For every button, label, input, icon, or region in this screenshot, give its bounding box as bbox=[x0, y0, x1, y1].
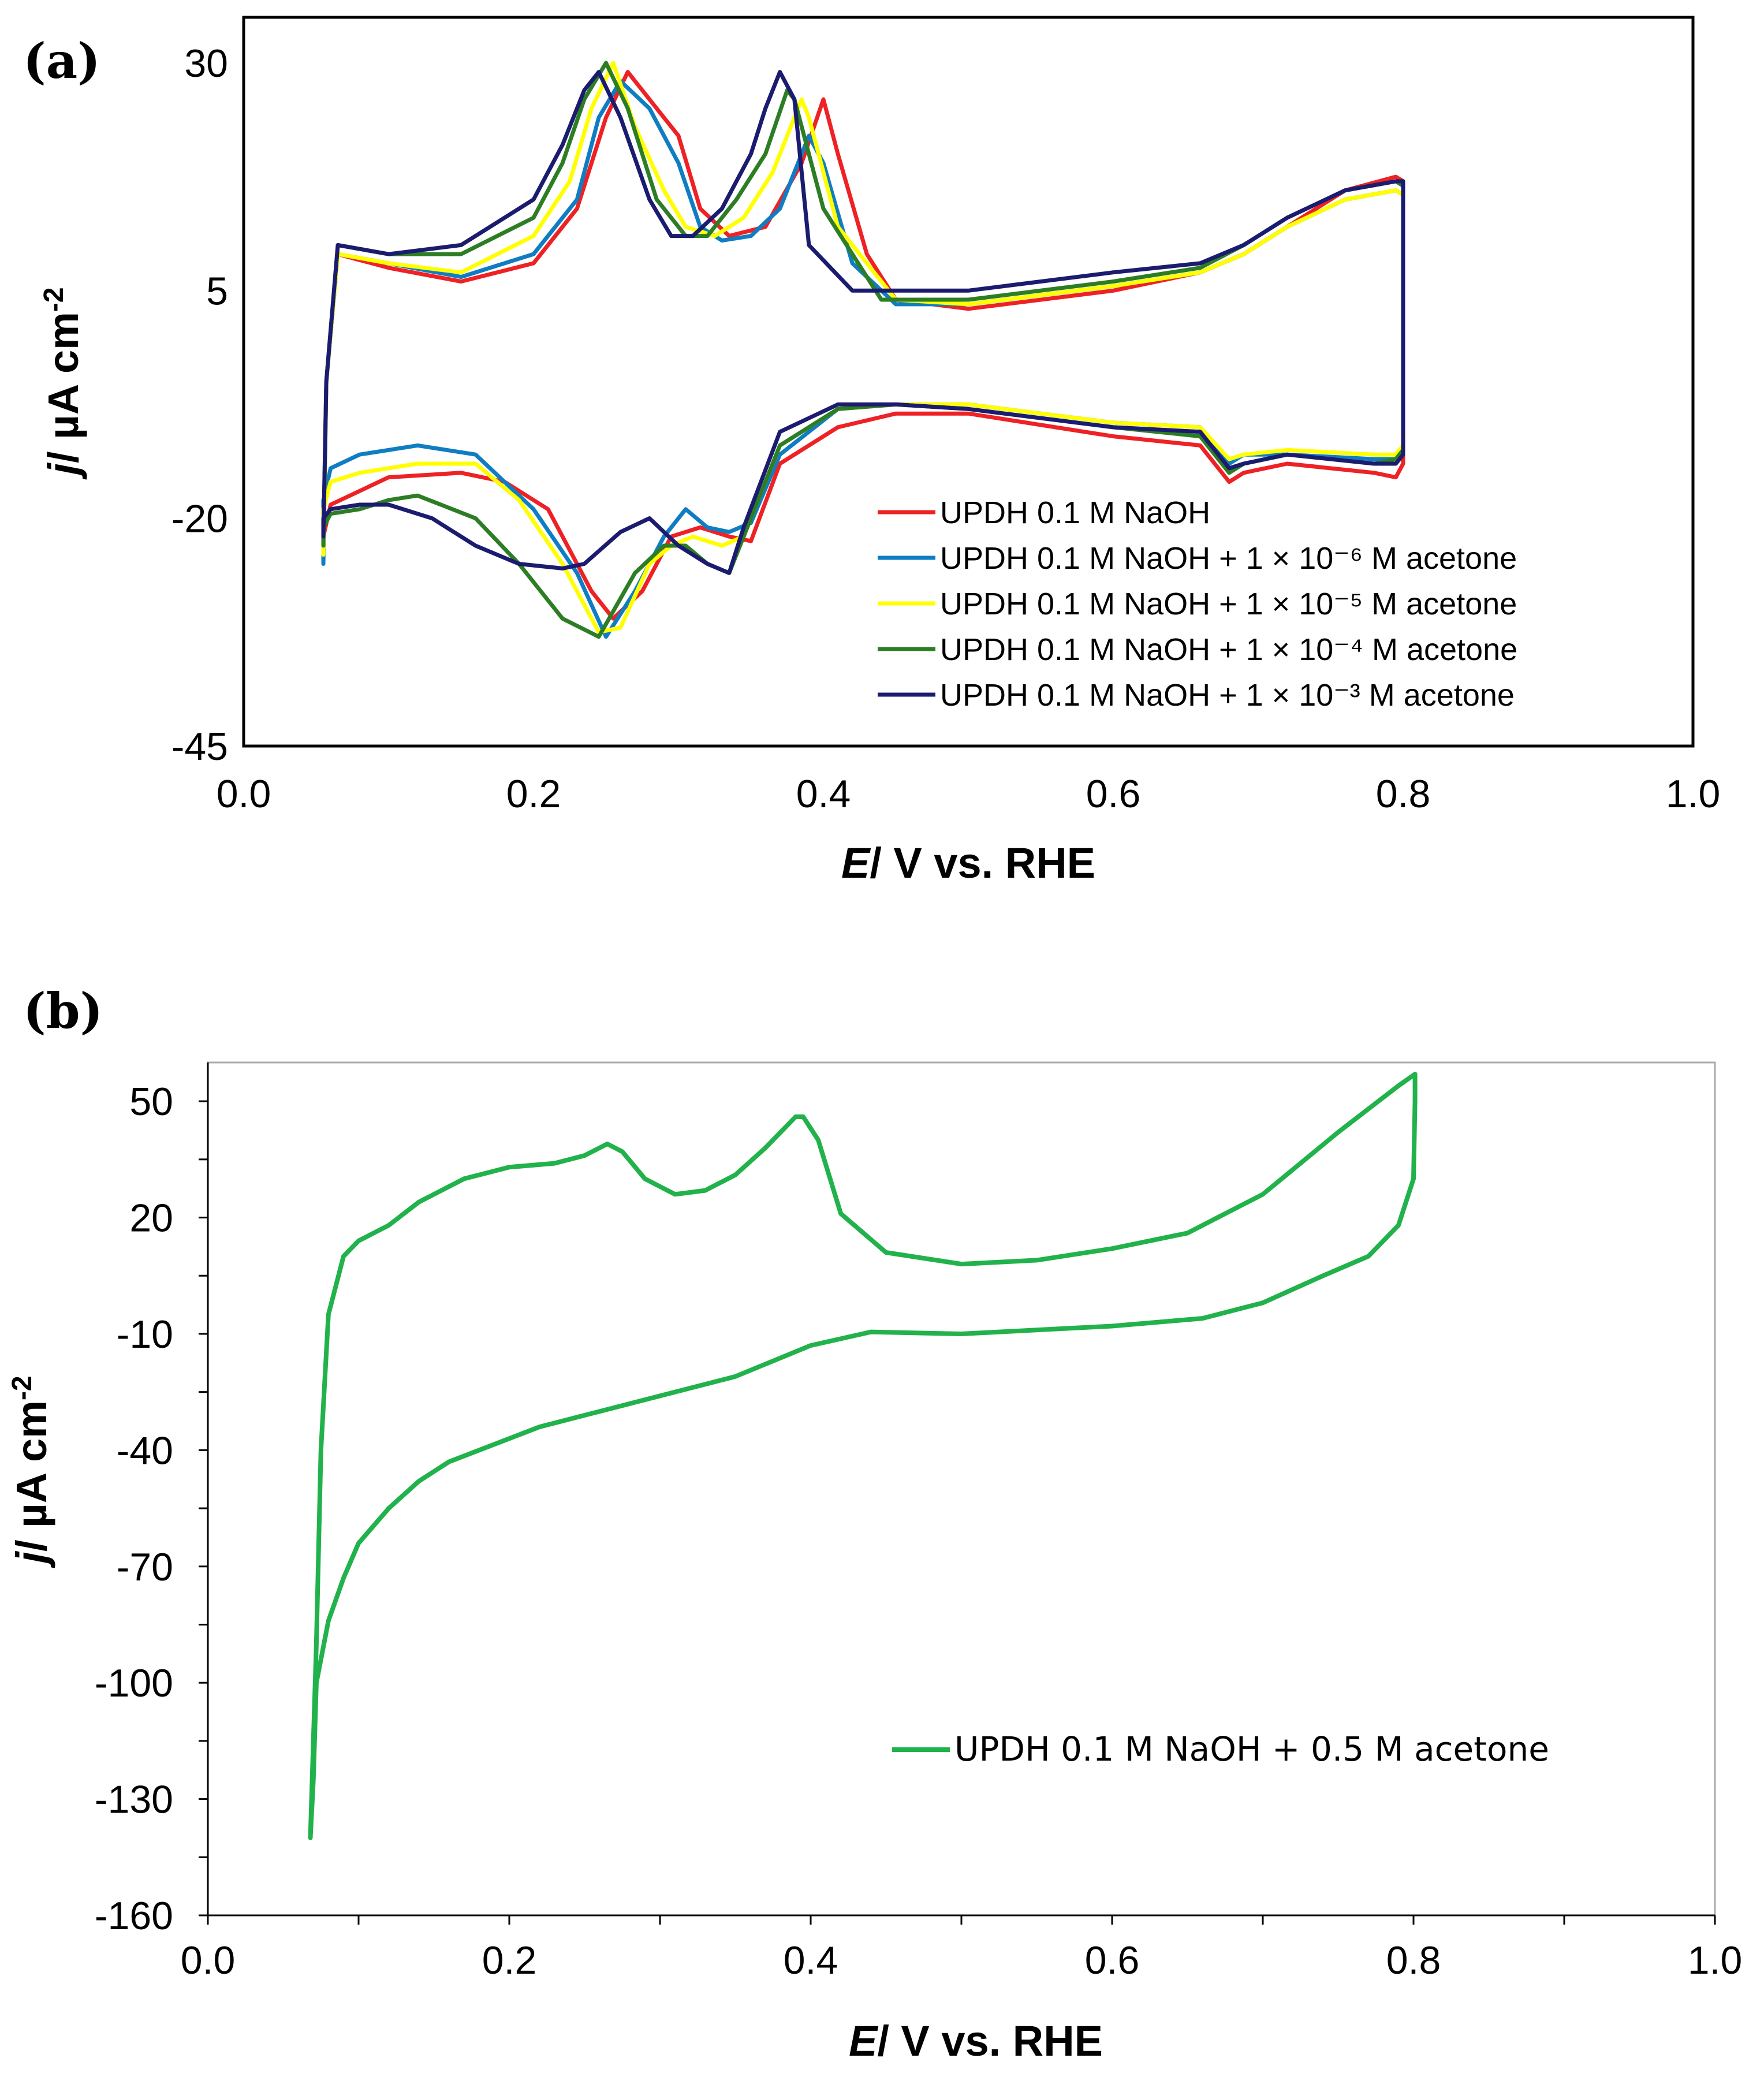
panel-b-series-line-1 bbox=[308, 1072, 1418, 1840]
panel-a-series-lines bbox=[321, 61, 1405, 639]
panel-a-legend-label-5: UPDH 0.1 M NaOH + 1 × 10⁻³ M acetone bbox=[940, 678, 1515, 713]
panel-a-legend-label-3: UPDH 0.1 M NaOH + 1 × 10⁻⁵ M acetone bbox=[940, 587, 1517, 621]
panel-a: (a) 0.0 0.2 0.4 0.6 0.8 1.0 30 5 -20 -45 E/ V vs.… bbox=[23, 16, 1721, 887]
panel-a-y-tick-label: -20 bbox=[171, 497, 228, 541]
panel-b-y-axis-sup: -2 bbox=[7, 1375, 38, 1400]
panel-a-legend-label-2: UPDH 0.1 M NaOH + 1 × 10⁻⁶ M acetone bbox=[940, 541, 1517, 576]
panel-b-x-tick-label: 0.2 bbox=[482, 1938, 537, 1982]
panel-b-y-tick-label: -70 bbox=[117, 1545, 173, 1589]
panel-a-x-tick-label: 0.8 bbox=[1376, 772, 1431, 816]
panel-b-ticks: 0.0 0.2 0.4 0.6 0.8 1.0 50 20 -10 -40 -70 -100 -130 -… bbox=[95, 1062, 1742, 1982]
panel-a-y-tick-label: -45 bbox=[171, 725, 228, 769]
panel-a-label: (a) bbox=[23, 32, 100, 90]
panel-a-y-axis-title: j/ µA cm-2 bbox=[39, 287, 88, 479]
panel-a-plot-frame bbox=[242, 16, 1695, 748]
panel-a-x-axis-unit: / V vs. RHE bbox=[870, 839, 1095, 887]
panel-a-x-tick-label: 0.6 bbox=[1086, 772, 1141, 816]
panel-a-x-tick-label: 1.0 bbox=[1666, 772, 1721, 816]
panel-b-label: (b) bbox=[23, 982, 103, 1039]
panel-a-y-tick-label: 30 bbox=[184, 42, 228, 85]
panel-b-y-axis-title: j/ µA cm-2 bbox=[7, 1375, 56, 1568]
panel-a-legend: UPDH 0.1 M NaOH UPDH 0.1 M NaOH + 1 × 10⁻… bbox=[878, 495, 1517, 713]
panel-a-y-tick-label: 5 bbox=[206, 269, 228, 313]
panel-a-x-tick-label: 0.0 bbox=[217, 772, 271, 816]
panel-a-x-axis-symbol: E bbox=[841, 839, 871, 887]
panel-b-x-tick-label: 0.4 bbox=[784, 1938, 838, 1982]
panel-b-y-tick-label: -40 bbox=[117, 1429, 173, 1472]
panel-a-series-line-5 bbox=[321, 70, 1405, 575]
panel-b-y-tick-label: -100 bbox=[95, 1661, 173, 1705]
panel-b-x-tick-label: 1.0 bbox=[1688, 1938, 1743, 1982]
panel-b-y-axis-unit: / µA cm bbox=[8, 1400, 55, 1552]
panel-b-x-axis-title: E/ V vs. RHE bbox=[849, 2017, 1103, 2065]
panel-a-legend-label-1: UPDH 0.1 M NaOH bbox=[940, 495, 1210, 530]
panel-b-x-tick-label: 0.6 bbox=[1085, 1938, 1140, 1982]
panel-b-y-tick-label: -130 bbox=[95, 1778, 173, 1822]
panel-b-series-lines bbox=[308, 1072, 1418, 1840]
panel-b-y-tick-label: 50 bbox=[129, 1080, 173, 1124]
panel-b-legend: UPDH 0.1 M NaOH + 0.5 M acetone bbox=[892, 1729, 1549, 1769]
panel-a-y-axis-unit: / µA cm bbox=[39, 312, 87, 463]
panel-a-x-tick-label: 0.4 bbox=[796, 772, 851, 816]
panel-b: (b) 0.0 0.2 0.4 0.6 0.8 1.0 50 20 -10 -40 -70 -100 -… bbox=[7, 982, 1743, 2065]
panel-a-x-tick-label: 0.2 bbox=[506, 772, 561, 816]
panel-b-y-tick-label: -160 bbox=[95, 1894, 173, 1938]
panel-b-x-axis-symbol: E bbox=[849, 2017, 879, 2065]
panel-a-legend-label-4: UPDH 0.1 M NaOH + 1 × 10⁻⁴ M acetone bbox=[940, 632, 1517, 667]
panel-b-x-tick-label: 0.0 bbox=[181, 1938, 236, 1982]
panel-a-x-axis-title: E/ V vs. RHE bbox=[841, 839, 1095, 887]
panel-b-x-tick-label: 0.8 bbox=[1386, 1938, 1441, 1982]
panel-b-y-tick-label: 20 bbox=[129, 1196, 173, 1240]
panel-b-x-axis-unit: / V vs. RHE bbox=[877, 2017, 1103, 2065]
panel-a-ticks: 0.0 0.2 0.4 0.6 0.8 1.0 30 5 -20 -45 bbox=[171, 42, 1721, 816]
panel-b-legend-label-1: UPDH 0.1 M NaOH + 0.5 M acetone bbox=[954, 1729, 1549, 1769]
panel-a-y-axis-sup: -2 bbox=[39, 287, 69, 312]
panel-b-y-tick-label: -10 bbox=[117, 1313, 173, 1356]
